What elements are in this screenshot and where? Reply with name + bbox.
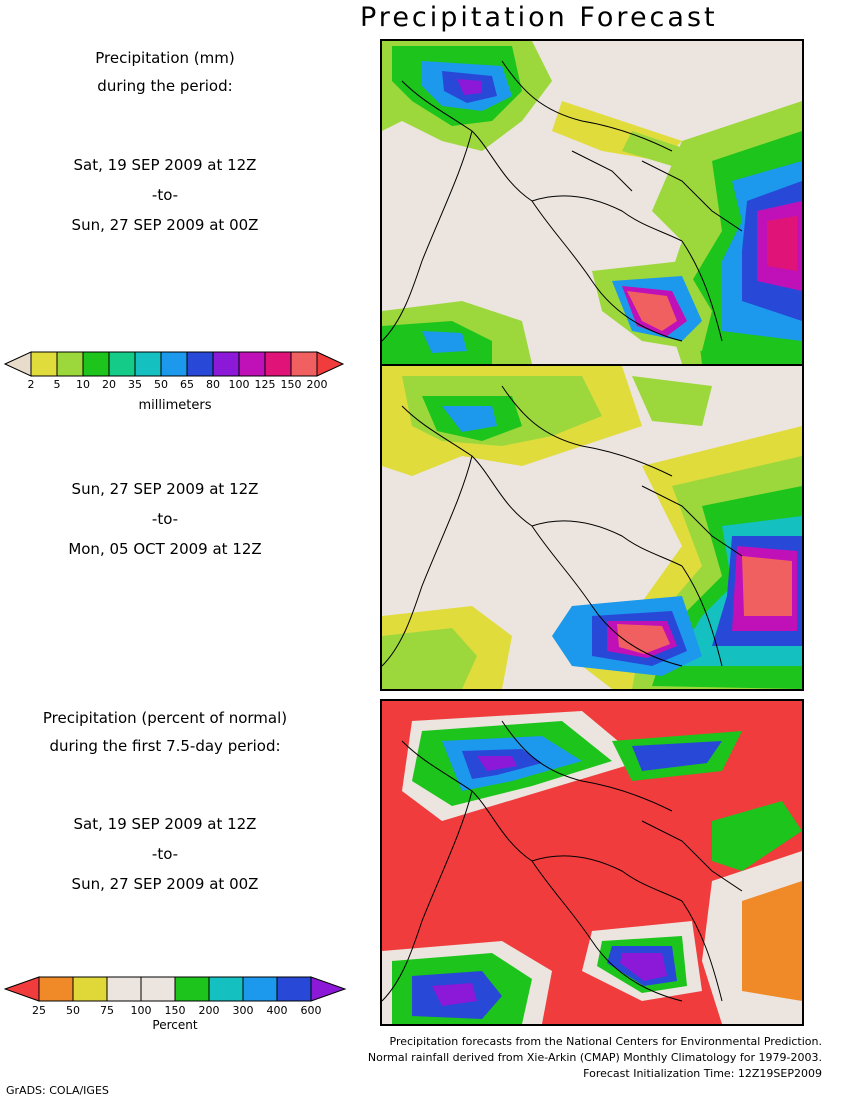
percent-scale-swatch [38, 976, 74, 1002]
footer-line2: Normal rainfall derived from Xie-Arkin (… [367, 1051, 822, 1064]
percent-scale-swatch [208, 976, 244, 1002]
section2-period: Sun, 27 SEP 2009 at 12Z -to- Mon, 05 OCT… [40, 474, 290, 564]
percent-scale-tick-label: 200 [198, 1004, 220, 1017]
mm-scale-tick-label: 10 [76, 378, 90, 391]
mm-scale-tick-label: 150 [280, 378, 302, 391]
mm-scale-tick-label: 100 [228, 378, 250, 391]
mm-scale-tick-label: 50 [154, 378, 168, 391]
page-title: Precipitation Forecast [360, 2, 718, 33]
mm-scale-labels: 2 5 10 20 35 50 65 80 100 125 150 200 [0, 378, 360, 392]
section3-heading-line1: Precipitation (percent of normal) [42, 709, 288, 727]
percent-colorbar [4, 976, 347, 1002]
percent-scale-unit: Percent [152, 1018, 198, 1032]
percent-scale-swatch [106, 976, 142, 1002]
section3-period: Sat, 19 SEP 2009 at 12Z -to- Sun, 27 SEP… [40, 809, 290, 899]
section1-sep: -to- [151, 186, 179, 204]
mm-scale-high-arrow [316, 351, 345, 377]
section1-start: Sat, 19 SEP 2009 at 12Z [73, 156, 257, 174]
mm-scale-swatch [238, 351, 266, 377]
mm-scale-swatch [186, 351, 214, 377]
percent-scale-high-arrow [310, 976, 347, 1002]
mm-scale-tick-label: 2 [27, 378, 35, 391]
footer-notes: Precipitation forecasts from the Nationa… [262, 1034, 822, 1082]
percent-scale-swatch [174, 976, 210, 1002]
mm-scale-swatch [290, 351, 318, 377]
precip-map-week1 [380, 39, 804, 366]
percent-scale-labels: 25 50 75 100 150 200 300 400 600 [0, 1004, 360, 1018]
percent-scale-tick-label: 25 [32, 1004, 46, 1017]
section3-start: Sat, 19 SEP 2009 at 12Z [73, 815, 257, 833]
percent-scale-tick-label: 400 [266, 1004, 288, 1017]
section3-heading-line2: during the first 7.5-day period: [49, 737, 281, 755]
percent-scale-swatch [140, 976, 176, 1002]
percent-scale-tick-label: 600 [300, 1004, 322, 1017]
section1-heading: Precipitation (mm) during the period: [40, 44, 290, 100]
mm-scale-tick-label: 20 [102, 378, 116, 391]
percent-scale-tick-label: 150 [164, 1004, 186, 1017]
percent-scale-swatch [242, 976, 278, 1002]
mm-colorbar [4, 351, 345, 377]
mm-scale-swatch [56, 351, 84, 377]
mm-scale-low-arrow [4, 351, 32, 377]
mm-scale-tick-label: 125 [254, 378, 276, 391]
footer-line3: Forecast Initialization Time: 12Z19SEP20… [583, 1067, 822, 1080]
percent-scale-tick-label: 300 [232, 1004, 254, 1017]
mm-scale-tick-label: 200 [306, 378, 328, 391]
footer-line1: Precipitation forecasts from the Nationa… [389, 1035, 823, 1048]
percent-normal-map [380, 699, 804, 1026]
mm-scale-swatch [160, 351, 188, 377]
section2-end: Mon, 05 OCT 2009 at 12Z [68, 540, 262, 558]
mm-scale-tick-label: 80 [206, 378, 220, 391]
section1-end: Sun, 27 SEP 2009 at 00Z [71, 216, 259, 234]
mm-scale-tick-label: 65 [180, 378, 194, 391]
section1-period: Sat, 19 SEP 2009 at 12Z -to- Sun, 27 SEP… [40, 150, 290, 240]
percent-scale-tick-label: 75 [100, 1004, 114, 1017]
percent-scale-low-arrow [4, 976, 40, 1002]
section3-sep: -to- [151, 845, 179, 863]
mm-scale-tick-label: 35 [128, 378, 142, 391]
section1-heading-line1: Precipitation (mm) [95, 49, 235, 67]
section2-sep: -to- [151, 510, 179, 528]
mm-scale-swatch [212, 351, 240, 377]
mm-scale-swatch [30, 351, 58, 377]
percent-scale-tick-label: 50 [66, 1004, 80, 1017]
mm-scale-tick-label: 5 [53, 378, 61, 391]
mm-scale-unit: millimeters [138, 398, 212, 413]
mm-scale-swatch [134, 351, 162, 377]
mm-scale-swatch [108, 351, 136, 377]
section2-start: Sun, 27 SEP 2009 at 12Z [71, 480, 259, 498]
section3-heading: Precipitation (percent of normal) during… [15, 704, 315, 760]
mm-scale-swatch [82, 351, 110, 377]
precip-map-week2 [380, 364, 804, 691]
mm-scale-swatch [264, 351, 292, 377]
percent-scale-tick-label: 100 [130, 1004, 152, 1017]
percent-scale-swatch [72, 976, 108, 1002]
grads-credit: GrADS: COLA/IGES [6, 1084, 109, 1097]
section1-heading-line2: during the period: [97, 77, 233, 95]
percent-scale-swatch [276, 976, 312, 1002]
section3-end: Sun, 27 SEP 2009 at 00Z [71, 875, 259, 893]
